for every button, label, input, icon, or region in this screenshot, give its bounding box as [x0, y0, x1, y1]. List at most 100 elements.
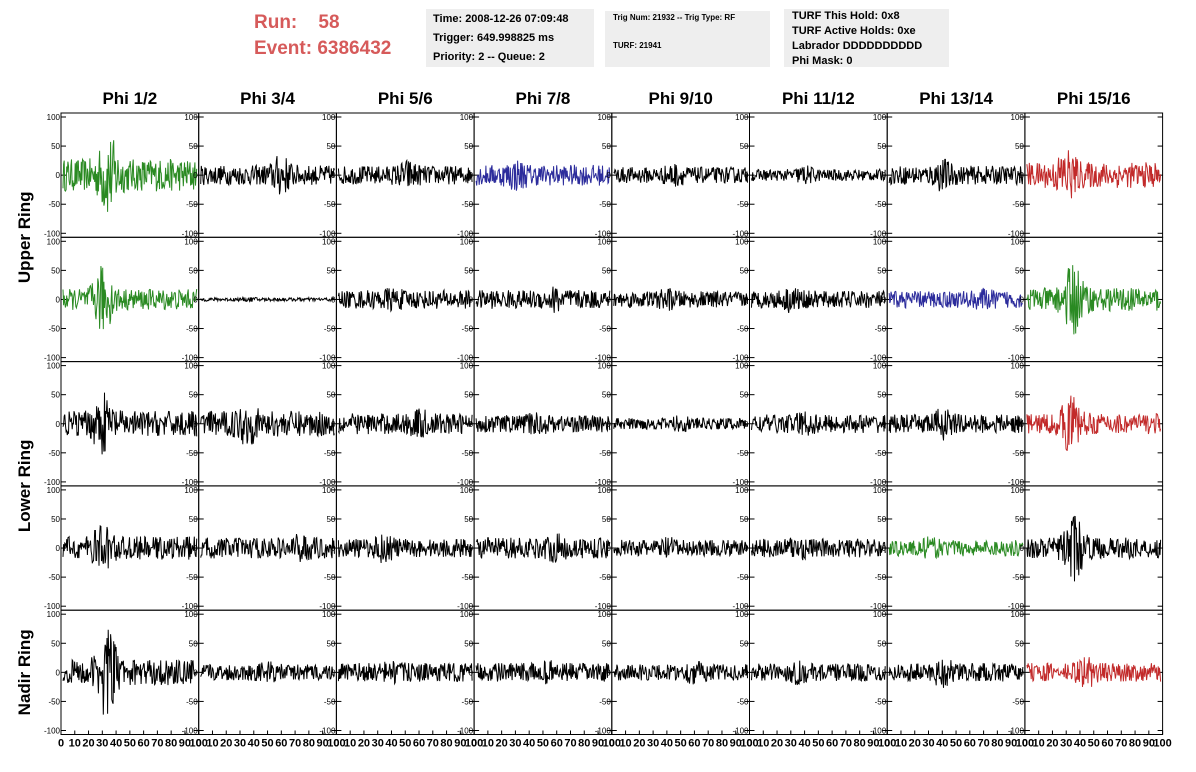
y-tick-label: -50	[875, 200, 887, 209]
y-tick-label: -100	[732, 229, 749, 238]
waveform-trace	[1026, 657, 1162, 688]
waveform-trace	[751, 165, 886, 185]
y-tick-label: 0	[1019, 420, 1024, 429]
ring-label: Lower Ring	[15, 440, 34, 533]
x-tick-label: 20	[1046, 738, 1058, 750]
y-tick-label: -50	[48, 200, 60, 209]
x-tick-label: 40	[523, 738, 535, 750]
y-tick-label: -100	[182, 602, 199, 611]
waveform-trace	[751, 537, 886, 561]
waveform-trace	[888, 408, 1024, 441]
x-tick-label: 20	[82, 738, 94, 750]
turf-active-line: TURF Active Holds: 0xe	[792, 25, 916, 37]
x-tick-label: 40	[248, 738, 260, 750]
x-tick-label: 90	[730, 738, 742, 750]
x-tick-label: 50	[675, 738, 687, 750]
y-tick-label: 50	[602, 391, 611, 400]
y-tick-label: -50	[737, 325, 749, 334]
x-tick-label: 50	[1088, 738, 1100, 750]
y-tick-label: 50	[740, 515, 749, 524]
x-tick-label: 40	[936, 738, 948, 750]
x-tick-label: 40	[110, 738, 122, 750]
y-tick-label: 0	[469, 668, 474, 677]
x-tick-label: 30	[785, 738, 797, 750]
y-tick-label: 50	[326, 391, 335, 400]
x-tick-label: 80	[165, 738, 177, 750]
y-tick-label: -50	[599, 325, 611, 334]
y-tick-label: -100	[457, 602, 474, 611]
y-tick-label: 100	[184, 113, 198, 122]
y-tick-label: -50	[875, 697, 887, 706]
y-tick-label: -50	[324, 200, 336, 209]
y-tick-label: 0	[469, 171, 474, 180]
x-tick-label: 30	[509, 738, 521, 750]
ring-label: Nadir Ring	[15, 629, 34, 715]
x-tick-label: 30	[96, 738, 108, 750]
x-tick-label: 60	[826, 738, 838, 750]
y-tick-label: 0	[606, 420, 611, 429]
x-tick-label: 70	[977, 738, 989, 750]
y-tick-label: 0	[56, 668, 61, 677]
y-tick-label: 50	[464, 142, 473, 151]
waveform-trace	[888, 287, 1024, 310]
y-tick-label: 0	[606, 171, 611, 180]
x-tick-label: 60	[688, 738, 700, 750]
y-tick-label: -50	[737, 200, 749, 209]
y-tick-label: -50	[186, 325, 198, 334]
waveform-trace	[337, 408, 473, 438]
y-tick-label: 0	[469, 544, 474, 553]
y-tick-label: 50	[1015, 142, 1024, 151]
x-tick-label: 60	[413, 738, 425, 750]
y-tick-label: -50	[737, 449, 749, 458]
y-tick-label: 100	[322, 237, 336, 246]
x-tick-label: 80	[991, 738, 1003, 750]
waveform-trace	[888, 158, 1024, 192]
x-tick-label: 100	[878, 738, 896, 750]
y-tick-label: -100	[1008, 478, 1025, 487]
y-tick-label: -50	[324, 449, 336, 458]
y-tick-label: 50	[1015, 391, 1024, 400]
x-tick-label: 100	[603, 738, 621, 750]
y-tick-label: 0	[744, 171, 749, 180]
y-tick-label: 100	[184, 362, 198, 371]
y-tick-label: -100	[319, 229, 336, 238]
y-tick-label: -100	[182, 354, 199, 363]
y-tick-label: 50	[189, 142, 198, 151]
waveform-trace	[1026, 150, 1162, 199]
y-tick-label: -50	[324, 697, 336, 706]
y-tick-label: 0	[1019, 171, 1024, 180]
turf-info-box: TURF This Hold: 0x8 TURF Active Holds: 0…	[784, 9, 949, 67]
x-tick-label: 10	[895, 738, 907, 750]
x-tick-label: 50	[399, 738, 411, 750]
y-tick-label: 50	[464, 639, 473, 648]
x-tick-label: 10	[206, 738, 218, 750]
y-tick-label: 50	[326, 142, 335, 151]
y-tick-label: -100	[1008, 229, 1025, 238]
y-tick-label: 0	[744, 668, 749, 677]
y-tick-label: -50	[462, 325, 474, 334]
y-tick-label: -50	[875, 449, 887, 458]
y-tick-label: 100	[873, 486, 887, 495]
y-tick-label: 100	[597, 486, 611, 495]
y-tick-label: -100	[319, 727, 336, 736]
waveform-trace	[475, 660, 611, 685]
x-tick-label: 0	[884, 738, 890, 750]
time-info-box: Time: 2008-12-26 07:09:48 Trigger: 649.9…	[426, 9, 594, 67]
y-tick-label: -50	[599, 449, 611, 458]
y-tick-label: -100	[457, 354, 474, 363]
y-tick-label: 50	[326, 639, 335, 648]
y-tick-label: 50	[1015, 515, 1024, 524]
y-tick-label: -50	[48, 325, 60, 334]
y-tick-label: 50	[51, 639, 60, 648]
priority-line: Priority: 2 -- Queue: 2	[433, 51, 545, 63]
y-tick-label: 50	[326, 266, 335, 275]
column-title: Phi 5/6	[378, 89, 433, 108]
x-tick-label: 100	[465, 738, 483, 750]
y-tick-label: -50	[462, 697, 474, 706]
waveform-trace	[200, 661, 335, 683]
y-tick-label: -100	[732, 478, 749, 487]
trigger-info-box: Trig Num: 21932 -- Trig Type: RF TURF: 2…	[605, 11, 770, 67]
waveform-trace	[613, 163, 748, 187]
y-tick-label: 0	[193, 420, 198, 429]
